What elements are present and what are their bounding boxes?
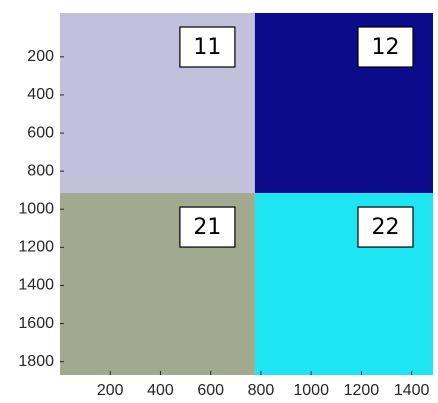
y-tick-label: 600: [27, 124, 54, 141]
y-tick-label: 1000: [18, 200, 54, 217]
cell-label: 11: [193, 35, 221, 60]
y-tick-label: 1200: [18, 239, 54, 256]
cell-label: 12: [372, 35, 400, 60]
y-tick-label: 400: [27, 86, 54, 103]
x-tick-label: 1200: [344, 382, 380, 399]
x-tick-label: 1400: [394, 382, 430, 399]
cell-label: 21: [193, 215, 221, 240]
x-tick-label: 1000: [293, 382, 329, 399]
y-tick-label: 800: [27, 162, 54, 179]
y-tick-label: 1600: [18, 315, 54, 332]
cell-label: 22: [372, 215, 400, 240]
page: {"chart_data": {"type": "image", "xlim":…: [0, 0, 438, 403]
x-tick-label: 400: [147, 382, 174, 399]
x-tick-label: 200: [97, 382, 124, 399]
chart: 11 12 21 22 200 400 600 800 1000 1200 1400 1600 1800…: [0, 0, 438, 403]
x-tick-label: 600: [197, 382, 224, 399]
y-tick-label: 1400: [18, 277, 54, 294]
y-tick-label: 1800: [18, 353, 54, 370]
x-tick-label: 800: [248, 382, 275, 399]
y-tick-label: 200: [27, 48, 54, 65]
